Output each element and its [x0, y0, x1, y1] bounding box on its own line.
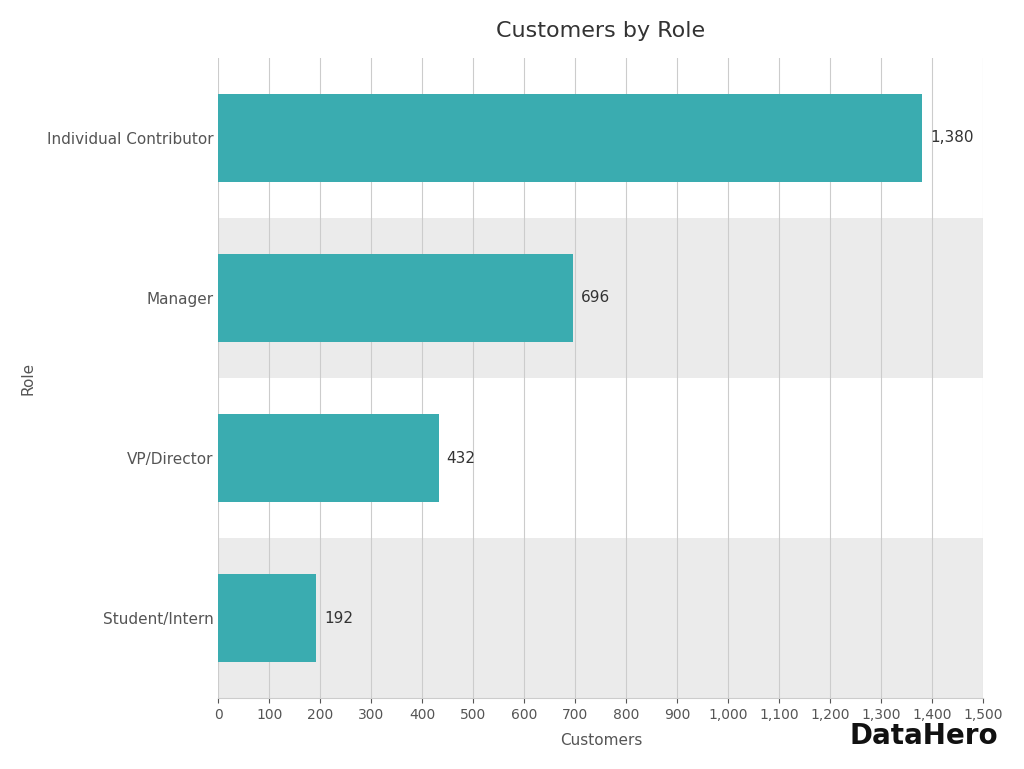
- X-axis label: Customers: Customers: [560, 733, 642, 748]
- Bar: [218, 574, 316, 662]
- Bar: [218, 218, 983, 378]
- Text: 432: 432: [446, 451, 475, 465]
- Text: 192: 192: [324, 611, 353, 626]
- Title: Customers by Role: Customers by Role: [497, 21, 706, 41]
- Bar: [218, 254, 573, 342]
- Bar: [218, 94, 923, 181]
- Bar: [218, 538, 983, 698]
- Text: 1,380: 1,380: [930, 130, 974, 145]
- Bar: [218, 414, 438, 502]
- Text: DataHero: DataHero: [850, 722, 998, 750]
- Text: 696: 696: [581, 291, 610, 305]
- Y-axis label: Role: Role: [20, 361, 36, 394]
